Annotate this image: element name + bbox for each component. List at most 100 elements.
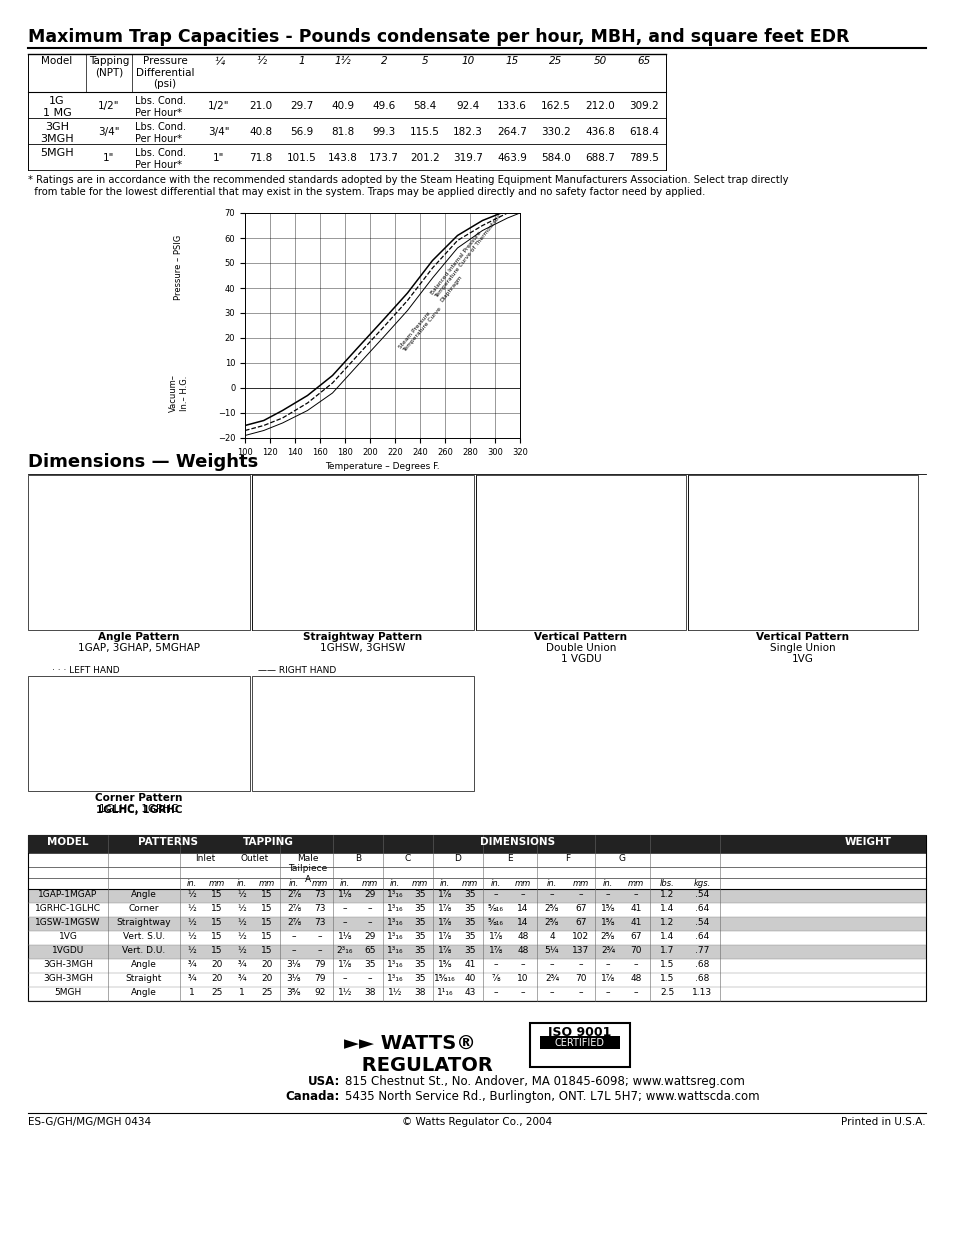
Text: in.: in. — [187, 879, 197, 888]
Text: 1VGDU: 1VGDU — [51, 946, 84, 955]
Text: 25: 25 — [212, 988, 222, 997]
Text: .54: .54 — [694, 918, 708, 927]
Text: 70: 70 — [630, 946, 641, 955]
Text: 2⅝: 2⅝ — [544, 918, 558, 927]
Text: 1GRHC-1GLHC: 1GRHC-1GLHC — [35, 904, 101, 913]
Text: 3/4": 3/4" — [208, 127, 230, 137]
Text: –: – — [367, 974, 372, 983]
Text: 20: 20 — [261, 960, 273, 969]
Text: USA:: USA: — [307, 1074, 339, 1088]
Text: 1⅝: 1⅝ — [600, 904, 615, 913]
Text: –: – — [549, 988, 554, 997]
Text: ¾: ¾ — [237, 960, 246, 969]
Text: 2⅝: 2⅝ — [600, 932, 615, 941]
Text: –: – — [317, 932, 322, 941]
Text: –: – — [605, 960, 610, 969]
Text: 815 Chestnut St., No. Andover, MA 01845-6098; www.wattsreg.com: 815 Chestnut St., No. Andover, MA 01845-… — [345, 1074, 744, 1088]
Text: mm: mm — [258, 879, 274, 888]
Text: 38: 38 — [364, 988, 375, 997]
Text: 162.5: 162.5 — [540, 101, 570, 111]
Text: –: – — [633, 960, 638, 969]
Text: 789.5: 789.5 — [628, 153, 659, 163]
Text: 1: 1 — [239, 988, 245, 997]
Text: Lbs. Cond.
Per Hour*: Lbs. Cond. Per Hour* — [135, 122, 186, 143]
Text: ½: ½ — [188, 890, 196, 899]
Text: 35: 35 — [414, 918, 425, 927]
Text: 2³₁₆: 2³₁₆ — [336, 946, 353, 955]
Text: 67: 67 — [630, 932, 641, 941]
Text: Lbs. Cond.
Per Hour*: Lbs. Cond. Per Hour* — [135, 96, 186, 117]
Text: E: E — [507, 853, 513, 863]
Text: 48: 48 — [517, 932, 528, 941]
Text: –: – — [520, 988, 525, 997]
Text: ½: ½ — [237, 918, 246, 927]
Text: 35: 35 — [464, 890, 476, 899]
Text: ½: ½ — [188, 918, 196, 927]
Text: 2¾: 2¾ — [544, 974, 558, 983]
Text: 14: 14 — [517, 918, 528, 927]
Text: 79: 79 — [314, 974, 325, 983]
Text: 1GLHC, 1GRHC: 1GLHC, 1GRHC — [99, 804, 178, 814]
Text: Maximum Trap Capacities - Pounds condensate per hour, MBH, and square feet EDR: Maximum Trap Capacities - Pounds condens… — [28, 28, 848, 46]
Text: 15: 15 — [211, 932, 222, 941]
Text: –: – — [342, 904, 347, 913]
Text: 99.3: 99.3 — [372, 127, 395, 137]
Text: 10: 10 — [461, 56, 475, 65]
Text: 50: 50 — [593, 56, 606, 65]
Text: 1³₁₆: 1³₁₆ — [386, 932, 403, 941]
Text: 35: 35 — [464, 904, 476, 913]
Text: Lbs. Cond.
Per Hour*: Lbs. Cond. Per Hour* — [135, 148, 186, 169]
Text: 1": 1" — [213, 153, 225, 163]
Text: Vert. D.U.: Vert. D.U. — [122, 946, 166, 955]
Text: Corner Pattern
1GLHC, 1GRHC: Corner Pattern 1GLHC, 1GRHC — [95, 793, 182, 815]
Text: 2: 2 — [380, 56, 387, 65]
Text: PATTERNS: PATTERNS — [138, 837, 198, 847]
Text: 212.0: 212.0 — [584, 101, 615, 111]
Text: F: F — [565, 853, 570, 863]
Text: –: – — [633, 890, 638, 899]
Text: 1⅞: 1⅞ — [437, 918, 452, 927]
Text: 1¹₁₆: 1¹₁₆ — [436, 988, 453, 997]
Text: 1GAP, 3GHAP, 5MGHAP: 1GAP, 3GHAP, 5MGHAP — [78, 643, 200, 653]
Text: lbs.: lbs. — [659, 879, 674, 888]
Text: 35: 35 — [414, 890, 425, 899]
Text: 67: 67 — [575, 918, 586, 927]
Bar — [28, 475, 250, 630]
Text: Vacuum–
In.– H.G.: Vacuum– In.– H.G. — [169, 374, 189, 412]
Text: 1GAP-1MGAP: 1GAP-1MGAP — [38, 890, 97, 899]
Text: 35: 35 — [464, 932, 476, 941]
Text: Straight: Straight — [126, 974, 162, 983]
Text: · · · LEFT HAND: · · · LEFT HAND — [52, 666, 119, 676]
Text: mm: mm — [515, 879, 531, 888]
Text: 81.8: 81.8 — [331, 127, 355, 137]
Text: MODEL: MODEL — [48, 837, 89, 847]
Text: 15: 15 — [211, 904, 222, 913]
Bar — [252, 475, 474, 630]
Text: .68: .68 — [694, 960, 708, 969]
Text: 14: 14 — [517, 904, 528, 913]
Text: in.: in. — [236, 879, 247, 888]
Text: 1³₁₆: 1³₁₆ — [386, 918, 403, 927]
Bar — [476, 475, 685, 630]
Text: Vert. S.U.: Vert. S.U. — [123, 932, 165, 941]
Text: Printed in U.S.A.: Printed in U.S.A. — [841, 1116, 925, 1128]
Text: –: – — [367, 918, 372, 927]
Text: 1/2": 1/2" — [98, 101, 120, 111]
Text: mm: mm — [627, 879, 643, 888]
Text: 73: 73 — [314, 918, 325, 927]
Text: CERTIFIED: CERTIFIED — [555, 1037, 604, 1049]
Text: ½: ½ — [188, 904, 196, 913]
Text: 2⅞: 2⅞ — [287, 904, 301, 913]
Text: 1⅞: 1⅞ — [437, 890, 452, 899]
Text: ¾: ¾ — [237, 974, 246, 983]
Text: –: – — [633, 988, 638, 997]
Text: 35: 35 — [414, 974, 425, 983]
Text: mm: mm — [312, 879, 328, 888]
Text: 3/4": 3/4" — [98, 127, 120, 137]
Text: 1⅞: 1⅞ — [488, 932, 502, 941]
Text: –: – — [317, 946, 322, 955]
Text: 79: 79 — [314, 960, 325, 969]
Text: 35: 35 — [464, 946, 476, 955]
Text: ½: ½ — [237, 932, 246, 941]
Text: –: – — [342, 974, 347, 983]
